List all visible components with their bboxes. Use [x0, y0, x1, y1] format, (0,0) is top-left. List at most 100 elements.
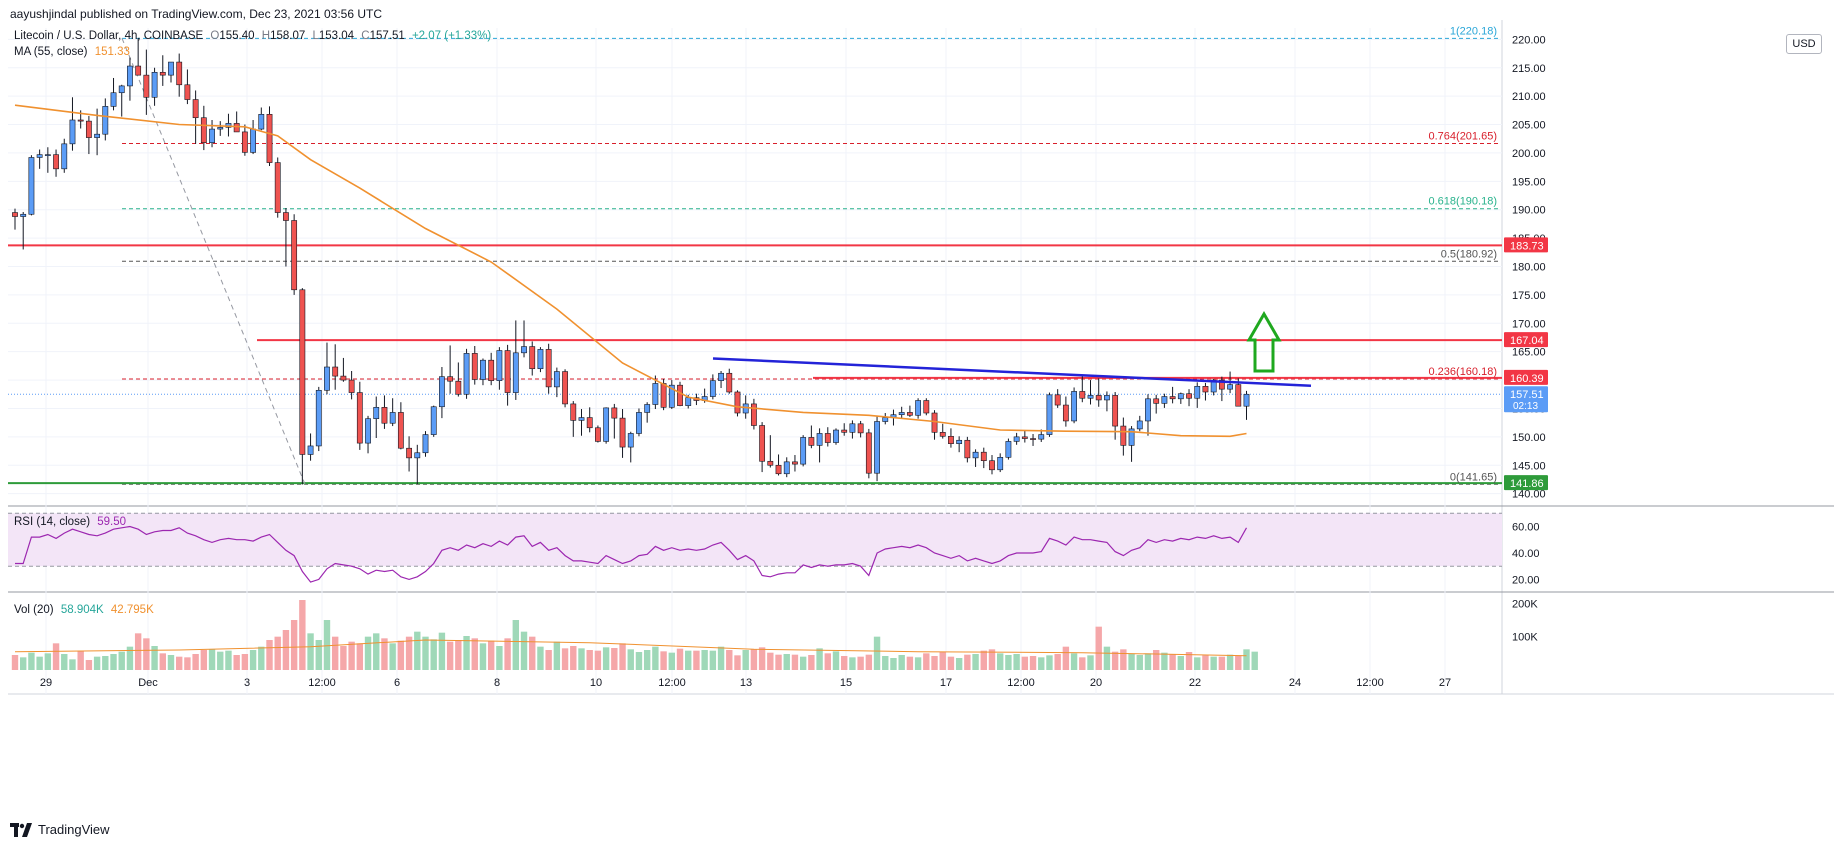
- time-tick-label: 10: [590, 677, 602, 689]
- volume-bar-up: [225, 650, 232, 670]
- time-tick-label: 3: [244, 677, 250, 689]
- volume-bar-down: [176, 656, 183, 670]
- candle-down: [1062, 404, 1069, 422]
- volume-bar-up: [668, 652, 675, 670]
- volume-bar-up: [1136, 655, 1143, 670]
- tradingview-brand-text: TradingView: [38, 822, 110, 837]
- candle-down: [299, 289, 306, 455]
- candle-up: [521, 346, 527, 354]
- time-tick-label: 12:00: [658, 677, 686, 689]
- volume-bar-down: [1185, 652, 1193, 670]
- candle-down: [562, 371, 568, 405]
- currency-badge[interactable]: USD: [1786, 34, 1822, 54]
- price-tag-badge: [1504, 475, 1548, 491]
- candle-down: [266, 114, 273, 163]
- volume-bar-up: [208, 649, 216, 670]
- volume-bar-down: [159, 653, 166, 670]
- candle-down: [455, 380, 462, 395]
- volume-bar-down: [988, 649, 996, 670]
- candle-down: [726, 372, 733, 393]
- volume-bar-up: [93, 656, 101, 670]
- candle-up: [250, 128, 256, 153]
- candle-down: [192, 99, 199, 119]
- candle-up: [20, 213, 27, 217]
- candle-down: [1030, 438, 1036, 440]
- candle-up: [882, 417, 889, 422]
- price-tick-label: 145.00: [1512, 460, 1546, 472]
- candle-down: [471, 353, 478, 380]
- fib-level-label: 0.5(180.92): [1441, 248, 1497, 260]
- candle-down: [980, 451, 987, 462]
- high-label: H: [261, 30, 271, 42]
- volume-bar-down: [487, 640, 495, 670]
- volume-bar-down: [11, 655, 19, 670]
- candle-up: [118, 85, 125, 94]
- volume-bar-up: [422, 636, 429, 670]
- volume-bar-up: [28, 652, 35, 670]
- candle-up: [1038, 434, 1045, 440]
- volume-bar-up: [1128, 654, 1135, 670]
- candle-down: [332, 366, 339, 377]
- volume-bar-down: [1079, 657, 1086, 670]
- candle-down: [1218, 379, 1225, 390]
- candle-down: [611, 407, 618, 419]
- volume-bar-down: [594, 650, 602, 670]
- vol-label: Vol (20): [14, 604, 54, 616]
- volume-bar-down: [200, 650, 208, 670]
- candle-down: [948, 435, 954, 444]
- candle-down: [964, 439, 971, 459]
- candle-down: [824, 433, 831, 443]
- volume-bar-up: [890, 658, 897, 670]
- volume-bar-up: [258, 646, 265, 670]
- candle-down: [1112, 395, 1119, 427]
- blue-trendline: [712, 357, 1312, 387]
- volume-bar-down: [545, 650, 552, 670]
- volume-bar-up: [1194, 657, 1201, 670]
- fib-level-label: 0.764(201.65): [1429, 131, 1498, 143]
- candle-up: [439, 376, 445, 408]
- candle-down: [906, 412, 913, 416]
- price-tick-label: 170.00: [1512, 318, 1546, 330]
- candle-down: [734, 391, 741, 414]
- volume-bar-up: [914, 657, 922, 670]
- candle-up: [36, 154, 43, 158]
- candle-up: [1194, 386, 1201, 399]
- volume-bar-up: [717, 646, 725, 670]
- volume-bar-up: [463, 636, 470, 670]
- volume-bar-down: [1120, 649, 1127, 670]
- time-axis: 29 Dec 3 12:00 6 8 10 12:00 13 15 17 12:00 20 22 24 12:…: [40, 677, 1451, 689]
- volume-bar-down: [676, 648, 684, 670]
- candle-up: [1136, 420, 1143, 430]
- volume-bar-down: [405, 636, 413, 670]
- volume-bar-down: [906, 656, 914, 670]
- candle-down: [1202, 386, 1209, 393]
- fibonacci-labels: 1(220.18) 0.764(201.65) 0.618(190.18) 0.5(1…: [1429, 25, 1498, 483]
- candle-up: [324, 366, 330, 391]
- candle-up: [553, 371, 560, 388]
- ma-label: MA (55, close): [14, 46, 88, 58]
- candle-up: [422, 434, 429, 454]
- volume-bar-up: [1177, 656, 1185, 670]
- volume-bar-down: [504, 638, 511, 670]
- time-tick-label: 20: [1090, 677, 1102, 689]
- volume-bar-down: [184, 657, 191, 670]
- candle-down: [340, 375, 347, 381]
- candle-up: [127, 65, 133, 87]
- time-tick-label: 12:00: [1356, 677, 1384, 689]
- candle-down: [545, 349, 552, 388]
- candle-up: [1071, 391, 1077, 422]
- candle-down: [406, 447, 412, 459]
- time-tick-label: 6: [394, 677, 400, 689]
- volume-bar-down: [282, 630, 290, 670]
- volume-bar-down: [1111, 651, 1119, 670]
- candle-up: [365, 418, 371, 444]
- candle-down: [841, 429, 848, 433]
- volume-bar-down: [1054, 654, 1061, 670]
- candle-down: [660, 383, 667, 408]
- fibonacci-levels: [122, 37, 1500, 485]
- candle-up: [94, 133, 100, 138]
- volume-bar-down: [331, 636, 339, 670]
- volume-bar-up: [414, 631, 421, 670]
- high-value: 158.07: [270, 30, 306, 42]
- volume-bar-down: [85, 660, 93, 670]
